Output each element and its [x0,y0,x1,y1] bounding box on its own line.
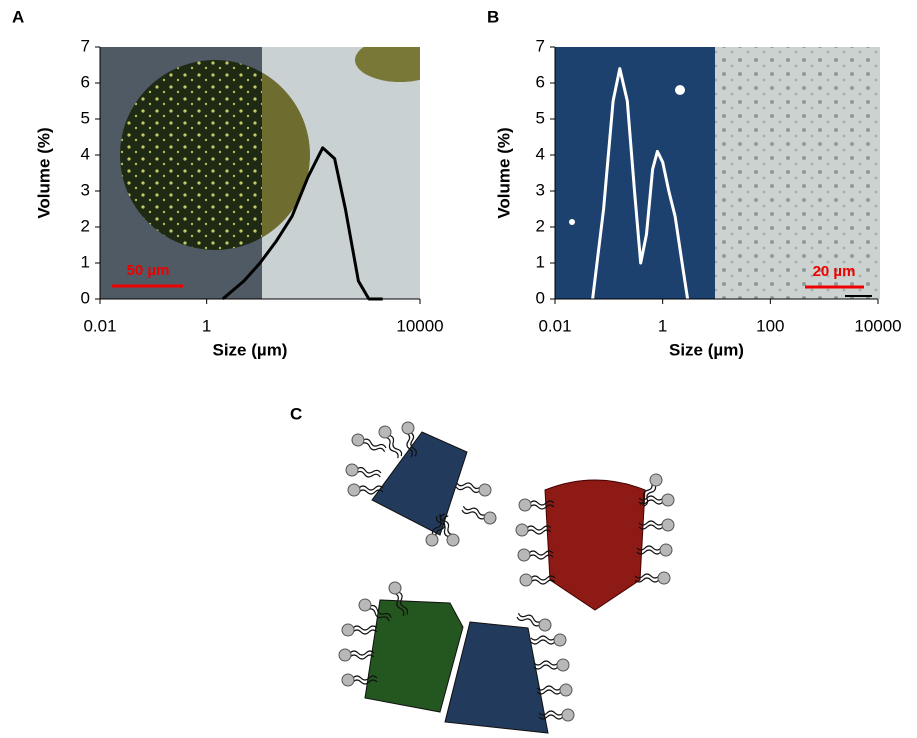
panel-label: A [12,7,24,26]
scale-bar-label: 20 µm [813,263,856,280]
micrograph-a [100,38,445,299]
membrane-block [545,480,645,610]
vesicle-diagram [339,421,674,733]
y-tick-label: 2 [536,216,545,235]
y-tick-label: 6 [81,72,90,91]
y-tick-label: 2 [81,216,90,235]
x-axis-label: Size (µm) [669,340,744,359]
x-tick-label: 10000 [854,316,901,335]
lipid [520,574,555,586]
x-tick-label: 0.01 [83,316,116,335]
lipid [455,479,492,497]
lipid [537,684,572,696]
y-tick-label: 1 [81,252,90,271]
lipid [531,634,566,646]
panel-label: B [487,7,499,26]
y-tick-label: 3 [81,180,90,199]
y-tick-label: 5 [81,108,90,127]
lipid [342,624,377,636]
y-tick-label: 1 [536,252,545,271]
x-tick-label: 100 [756,316,784,335]
y-tick-label: 7 [81,36,90,55]
y-tick-label: 0 [81,288,90,307]
lipid [534,659,569,671]
scale-bar-label: 50 µm [127,262,170,279]
panel-label: C [290,404,302,423]
micrograph-b [555,47,880,299]
x-tick-label: 10000 [396,316,443,335]
y-tick-label: 6 [536,72,545,91]
y-tick-label: 0 [536,288,545,307]
x-tick-label: 0.01 [538,316,571,335]
y-axis-label: Volume (%) [34,127,53,218]
lipid [516,524,551,536]
y-tick-label: 5 [536,108,545,127]
y-tick-label: 4 [536,144,545,163]
y-tick-label: 4 [81,144,90,163]
y-tick-label: 7 [536,36,545,55]
lipid [377,424,405,460]
x-tick-label: 1 [202,316,211,335]
lipid [639,519,674,531]
lipid [518,549,553,561]
y-tick-label: 3 [536,180,545,199]
y-axis-label: Volume (%) [494,127,513,218]
lipid [461,502,498,525]
membrane-block [365,600,463,712]
lipid [339,649,374,661]
figure: C 0 1 2 3 4 5 6 7 0.01 1 10000 Size (µm) Volume (%) A… [0,0,917,738]
x-tick-label: 1 [658,316,667,335]
lipid [345,463,382,481]
x-axis-label: Size (µm) [213,340,288,359]
